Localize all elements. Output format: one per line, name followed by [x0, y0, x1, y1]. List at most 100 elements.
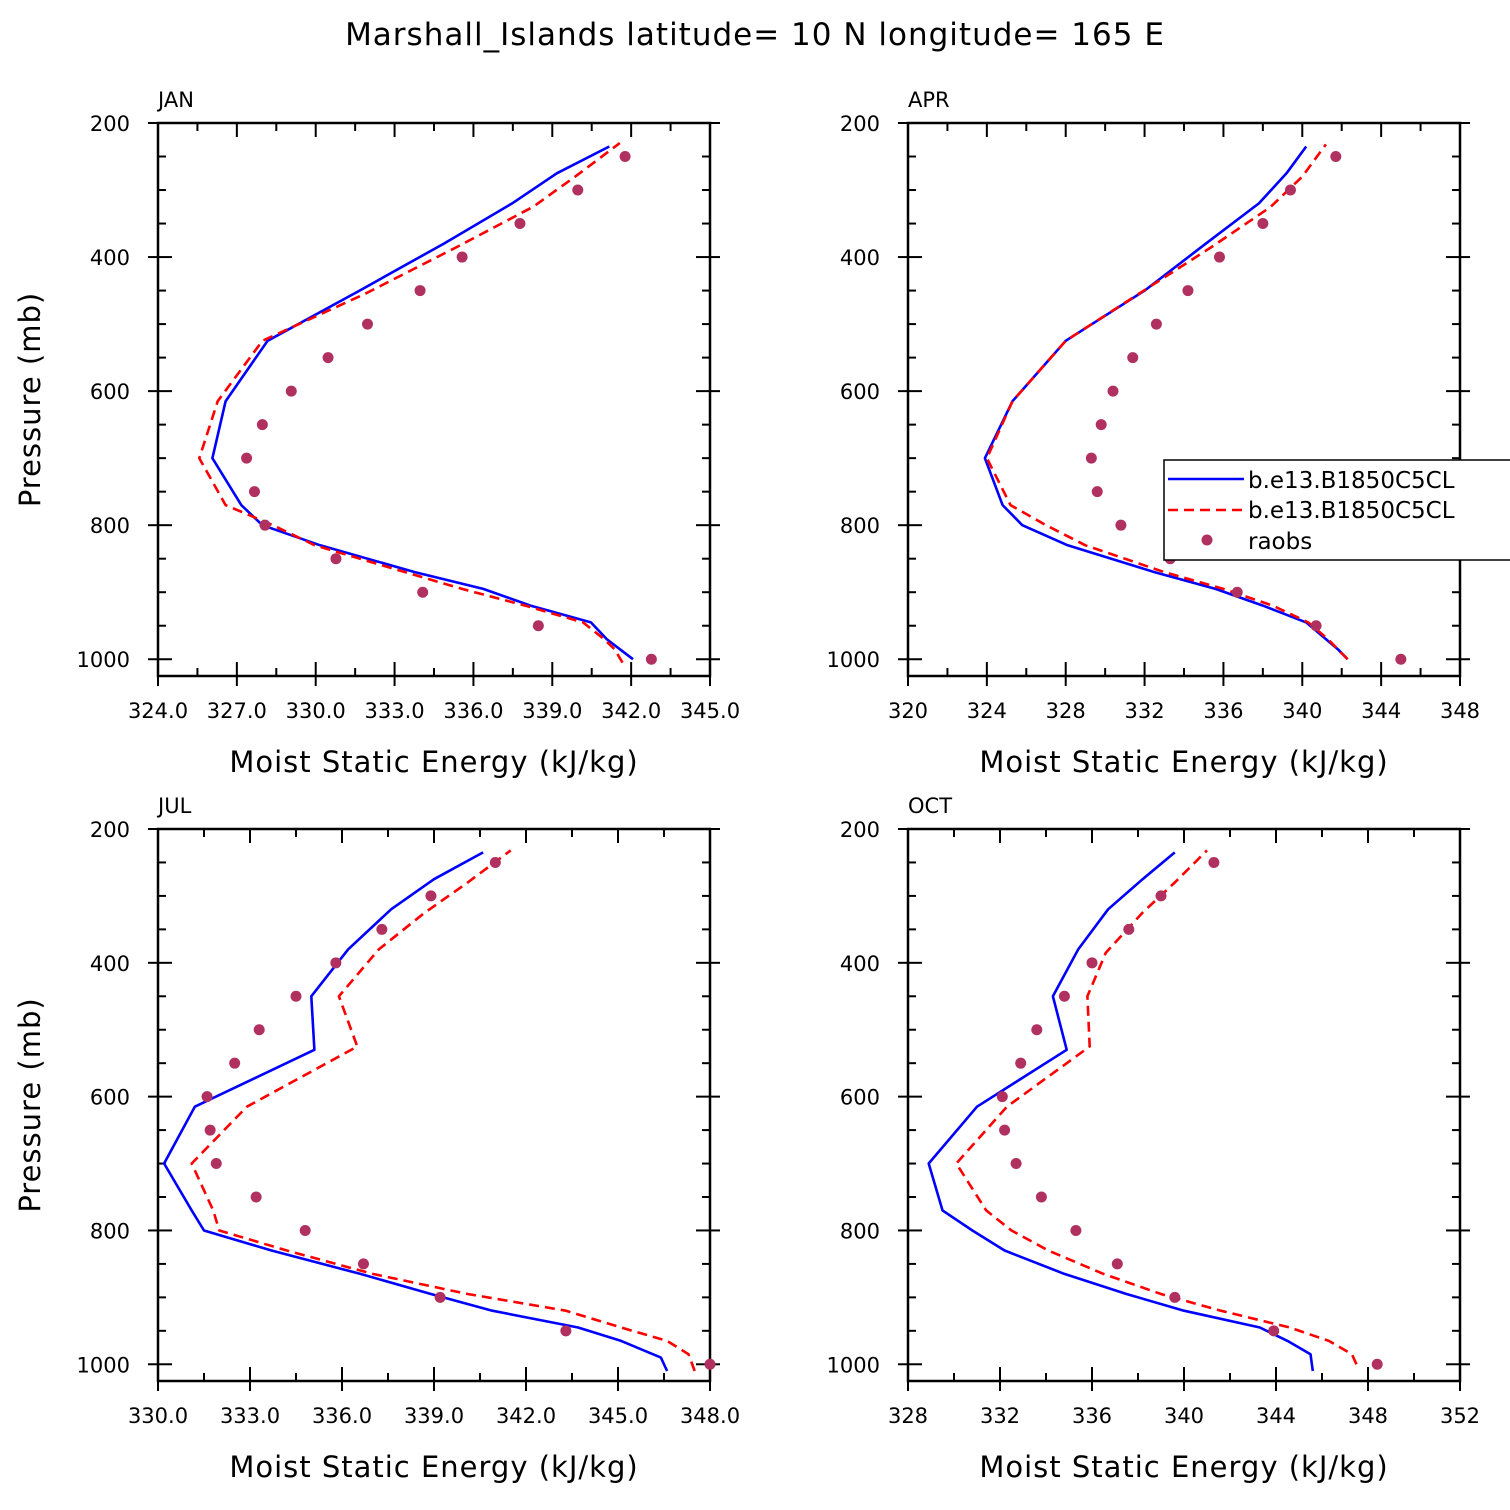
- raobs-point: [1208, 856, 1220, 868]
- y-tick-label: 1000: [77, 1353, 130, 1377]
- plot-frame: [156, 827, 712, 1383]
- series-line-model-2: [190, 849, 696, 1372]
- raobs-point: [322, 352, 334, 364]
- raobs-point: [417, 586, 429, 598]
- raobs-point: [1127, 352, 1139, 364]
- raobs-point: [1031, 1024, 1043, 1036]
- y-axis-label: Pressure (mb): [13, 292, 47, 507]
- raobs-point: [204, 1124, 216, 1136]
- x-axis-label: Moist Static Energy (kJ/kg): [979, 745, 1388, 779]
- raobs-point: [299, 1224, 311, 1236]
- panel-label: OCT: [908, 794, 952, 818]
- panel-jul: JUL 330.0 333.0 336.0 339.0 342.0 345.0 348.0 20…: [13, 794, 740, 1484]
- y-tick-label: 400: [90, 952, 130, 976]
- raobs-point: [259, 519, 271, 531]
- panel-label: JUL: [156, 794, 192, 818]
- y-tick-label: 600: [840, 380, 880, 404]
- x-tick-label: 330.0: [128, 1404, 188, 1428]
- raobs-markers: [1085, 151, 1407, 665]
- raobs-point: [489, 856, 501, 868]
- y-tick-label: 800: [90, 1219, 130, 1243]
- x-tick-label: 344: [1361, 699, 1401, 723]
- raobs-point: [1268, 1325, 1280, 1337]
- panel-apr: APR 320 324 328 332 336 340 344 348 200 400 600 800 1…: [827, 88, 1510, 779]
- x-tick-label: 348.0: [680, 1404, 740, 1428]
- x-tick-label: 348: [1440, 699, 1480, 723]
- raobs-point: [1310, 620, 1322, 632]
- raobs-point: [425, 890, 437, 902]
- panel-jan: JAN 324.0 327.0 330.0 333.0 336.0 339.0 342.0 34…: [13, 88, 740, 779]
- raobs-point: [253, 1024, 265, 1036]
- raobs-point: [1111, 1258, 1123, 1270]
- x-tick-label: 344: [1256, 1404, 1296, 1428]
- x-tick-label: 352: [1440, 1404, 1480, 1428]
- legend-box: [1163, 459, 1510, 561]
- y-axis-label: Pressure (mb): [13, 997, 47, 1212]
- x-tick-label: 320: [888, 699, 928, 723]
- raobs-point: [532, 620, 544, 632]
- raobs-point: [248, 486, 260, 498]
- raobs-markers: [201, 856, 716, 1370]
- raobs-point: [1015, 1057, 1027, 1069]
- x-tick-label: 342.0: [601, 699, 661, 723]
- series-line-model-1: [211, 145, 634, 661]
- x-tick-label: 348: [1348, 1404, 1388, 1428]
- x-tick-label: 328: [888, 1404, 928, 1428]
- x-tick-label: 332: [1125, 699, 1165, 723]
- raobs-point: [514, 218, 526, 230]
- legend: b.e13.B1850C5CL b.e13.B1850C5CL raobs: [1163, 459, 1510, 561]
- x-axis-label: Moist Static Energy (kJ/kg): [229, 1450, 638, 1484]
- raobs-point: [250, 1191, 262, 1203]
- x-tick-label: 339.0: [404, 1404, 464, 1428]
- raobs-point: [999, 1124, 1011, 1136]
- raobs-point: [1330, 151, 1342, 163]
- plot-frame: [906, 827, 1462, 1383]
- series-line-model-1: [162, 851, 669, 1372]
- legend-swatch-raobs: [1201, 534, 1213, 546]
- series-line-model-1: [983, 145, 1349, 661]
- raobs-point: [1095, 419, 1107, 431]
- x-tick-label: 333.0: [365, 699, 425, 723]
- panels: JAN 324.0 327.0 330.0 333.0 336.0 339.0 342.0 34…: [13, 88, 1510, 1484]
- x-tick-label: 336: [1072, 1404, 1112, 1428]
- raobs-point: [1150, 318, 1162, 330]
- raobs-point: [619, 151, 631, 163]
- legend-label: raobs: [1248, 529, 1312, 555]
- raobs-point: [1182, 285, 1194, 297]
- series-line-model-2: [198, 142, 624, 664]
- raobs-point: [996, 1091, 1008, 1103]
- raobs-point: [1085, 452, 1097, 464]
- raobs-point: [1284, 184, 1296, 196]
- raobs-point: [376, 923, 388, 935]
- raobs-markers: [241, 151, 657, 665]
- raobs-point: [1035, 1191, 1047, 1203]
- raobs-point: [330, 957, 342, 969]
- raobs-point: [1257, 218, 1269, 230]
- raobs-point: [210, 1158, 222, 1170]
- raobs-point: [704, 1358, 716, 1370]
- raobs-point: [285, 385, 297, 397]
- raobs-point: [1070, 1224, 1082, 1236]
- series-line-model-2: [985, 143, 1349, 661]
- raobs-point: [1115, 519, 1127, 531]
- raobs-point: [1231, 586, 1243, 598]
- raobs-point: [201, 1091, 213, 1103]
- x-tick-label: 333.0: [220, 1404, 280, 1428]
- raobs-point: [256, 419, 268, 431]
- raobs-point: [560, 1325, 572, 1337]
- raobs-point: [1213, 251, 1225, 263]
- y-tick-label: 600: [90, 380, 130, 404]
- y-tick-label: 600: [840, 1086, 880, 1110]
- y-tick-label: 400: [840, 952, 880, 976]
- x-tick-label: 342.0: [496, 1404, 556, 1428]
- y-tick-label: 1000: [77, 648, 130, 672]
- raobs-point: [1058, 990, 1070, 1002]
- y-tick-label: 200: [90, 112, 130, 136]
- raobs-point: [456, 251, 468, 263]
- raobs-point: [290, 990, 302, 1002]
- raobs-point: [229, 1057, 241, 1069]
- raobs-point: [1010, 1158, 1022, 1170]
- panel-oct: OCT 328 332 336 340 344 348 352 200 400 600 800 1000…: [827, 794, 1481, 1484]
- raobs-point: [414, 285, 426, 297]
- x-tick-label: 336.0: [312, 1404, 372, 1428]
